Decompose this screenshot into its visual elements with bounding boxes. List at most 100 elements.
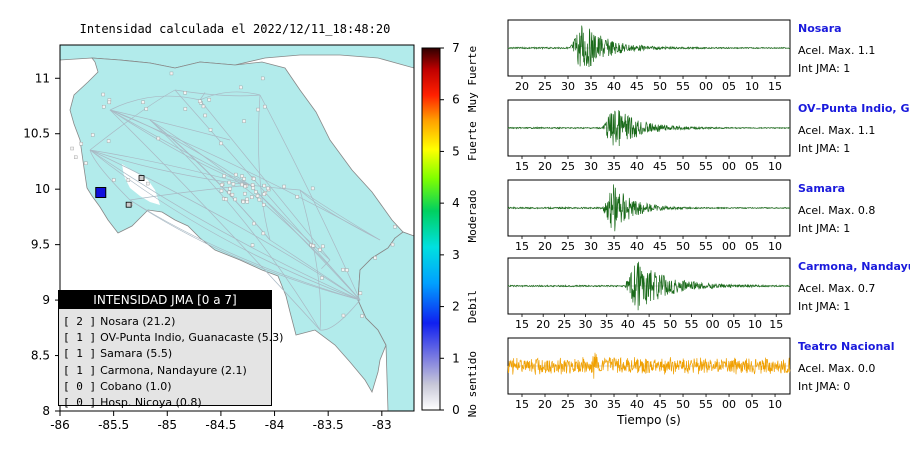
- seismogram-panel: 15 20 25 30 35 40 45 50 55 00 05 10 Teatro Nacional A…: [507, 337, 895, 427]
- road: [149, 119, 321, 331]
- road-network: [89, 89, 381, 331]
- panel-tick-label: 25: [538, 80, 552, 93]
- settlement: [183, 91, 187, 95]
- panel-tick-label: 40: [630, 398, 644, 411]
- land-costa-rica: [69, 57, 414, 393]
- panel-tick-label: 40: [607, 80, 621, 93]
- settlement: [156, 136, 161, 141]
- road: [259, 94, 361, 301]
- panel-tick-label: 10: [768, 240, 782, 253]
- seismogram-panel: 15 20 25 30 35 40 45 50 55 00 05 10 15 Carmona, Nanda…: [507, 257, 910, 331]
- road: [321, 259, 331, 269]
- y-tick-label: 8: [42, 404, 50, 418]
- legend-item: [ 1 ] Samara (5.5): [59, 346, 271, 362]
- settlement: [311, 244, 315, 248]
- settlement: [240, 174, 244, 178]
- settlement: [251, 186, 255, 190]
- settlement: [101, 92, 105, 97]
- legend-title: INTENSIDAD JMA [0 a 7]: [59, 291, 271, 309]
- y-tick-label: 11: [35, 71, 50, 85]
- panel-intensity: Int JMA: 1: [798, 62, 850, 75]
- legend-item-code: [ 2 ]: [63, 315, 97, 328]
- legend-item-label: OV-Punta Indio, Guanacaste (5.3): [100, 331, 284, 345]
- panel-intensity: Int JMA: 1: [798, 300, 850, 313]
- panel-tick-label: 15: [769, 318, 783, 331]
- waveform: [507, 261, 791, 311]
- road: [199, 99, 331, 261]
- station-small: [125, 201, 132, 208]
- settlement: [262, 183, 266, 188]
- road: [319, 299, 361, 331]
- panel-tick-label: 30: [584, 160, 598, 173]
- settlement: [141, 100, 145, 104]
- settlement: [126, 178, 131, 182]
- panel-tick-label: 40: [630, 160, 644, 173]
- panel-station-name: Samara: [798, 182, 845, 195]
- panel-tick-label: 55: [699, 240, 713, 253]
- panel-tick-label: 05: [745, 160, 759, 173]
- legend-item-label: Carmona, Nandayure (2.1): [100, 363, 247, 377]
- panel-tick-label: 15: [515, 318, 529, 331]
- panel-tick-label: 45: [653, 398, 667, 411]
- settlement: [107, 100, 112, 105]
- panel-tick-label: 45: [630, 80, 644, 93]
- legend-item-code: [ 1 ]: [63, 331, 97, 345]
- settlement: [222, 174, 226, 178]
- legend-item-label: Nosara (21.2): [100, 315, 176, 328]
- settlement: [242, 119, 246, 123]
- colorbar-category: Debil: [466, 290, 479, 323]
- panel-tick-label: 25: [561, 398, 575, 411]
- seismogram-panel: 15 20 25 30 35 40 45 50 55 00 05 10 OV–Punta Indio, …: [507, 99, 910, 173]
- panel-tick-label: 55: [676, 80, 690, 93]
- panel-tick-label: 00: [722, 398, 736, 411]
- road: [109, 109, 251, 186]
- settlement: [208, 128, 213, 132]
- seismogram-panel: 15 20 25 30 35 40 45 50 55 00 05 10 Samara Acel. Max.…: [507, 179, 875, 253]
- road: [258, 94, 271, 241]
- colorbar-category: Fuerte: [466, 121, 479, 161]
- settlement: [243, 184, 247, 189]
- panel-tick-label: 25: [561, 160, 575, 173]
- panel-tick-label: 00: [722, 240, 736, 253]
- settlement: [79, 142, 83, 146]
- settlement-points: [70, 71, 397, 318]
- panel-station-name: Nosara: [798, 22, 842, 35]
- panel-tick-label: 05: [745, 398, 759, 411]
- legend-item-code: [ 0 ]: [63, 395, 97, 409]
- settlement: [144, 107, 148, 111]
- colorbar-tick-label: 6: [452, 93, 460, 107]
- colorbar-category-labels: No sentido Debil Moderado Fuerte Muy Fuerte: [466, 46, 479, 417]
- x-tick-label: -85.5: [98, 418, 129, 432]
- y-tick-label: 8.5: [31, 349, 50, 363]
- x-axis-title: Tiempo (s): [616, 413, 681, 427]
- panel-tick-label: 20: [538, 398, 552, 411]
- map-frame: [59, 44, 415, 412]
- panel-station-name: Teatro Nacional: [798, 340, 895, 353]
- settlement: [266, 186, 270, 191]
- colorbar-tick-label: 3: [452, 248, 460, 262]
- settlement: [245, 200, 249, 204]
- y-tick-label: 9: [42, 293, 50, 307]
- panel-tick-label: 15: [768, 80, 782, 93]
- settlement: [198, 99, 202, 104]
- panel-intensity: Int JMA: 0: [798, 380, 850, 393]
- settlement: [242, 177, 246, 181]
- settlement: [90, 133, 95, 137]
- colorbar-category: Moderado: [466, 190, 479, 243]
- x-tick-label: -84.5: [205, 418, 236, 432]
- panel-tick-label: 30: [584, 240, 598, 253]
- settlement: [74, 155, 78, 159]
- panel-tick-label: 20: [515, 80, 529, 93]
- settlement: [262, 192, 266, 196]
- colorbar-category: Muy Fuerte: [466, 46, 479, 112]
- settlement: [318, 248, 322, 252]
- panel-tick-label: 05: [722, 80, 736, 93]
- settlement: [207, 97, 211, 102]
- x-tick-label: -83.5: [313, 418, 344, 432]
- road: [199, 91, 261, 101]
- panel-tick-label: 45: [642, 318, 656, 331]
- colorbar-tick-label: 7: [452, 41, 460, 55]
- land-panama: [357, 231, 414, 411]
- colorbar: [421, 47, 441, 411]
- panel-tick-label: 35: [607, 240, 621, 253]
